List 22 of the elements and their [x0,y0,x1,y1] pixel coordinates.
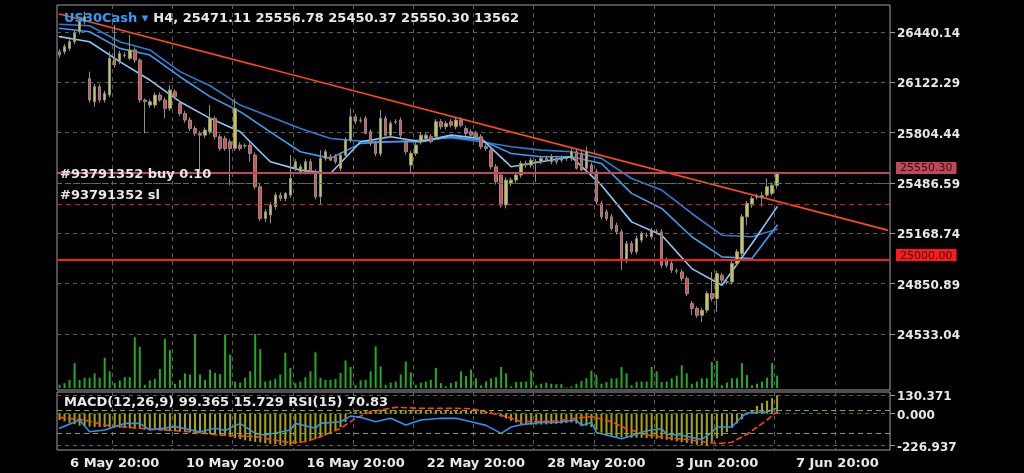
x-tick-label: 10 May 20:00 [185,455,285,470]
y-tick-label: 25486.59 [897,177,961,191]
ref-line-label: #93791352 sl [60,187,160,203]
y-tick-label: 130.371 [897,389,952,404]
y-tick-label: -226.937 [897,439,957,454]
chart-subtitle: H4, 25471.11 25556.78 25450.37 25550.30 13562 [153,9,520,25]
ref-line-label: 25550.30 [900,161,953,175]
y-tick-label: 0.000 [897,407,935,422]
y-tick-label: 24533.04 [897,327,961,342]
x-tick-label: 6 May 20:00 [70,455,160,470]
x-tick-label: 7 Jun 20:00 [795,455,879,470]
y-tick-label: 24850.89 [897,277,961,292]
x-tick-label: 28 May 20:00 [547,455,646,470]
x-tick-label: 22 May 20:00 [426,455,526,470]
y-tick-label: 25804.44 [897,126,961,141]
y-tick-label: 26122.29 [897,76,961,91]
ref-line-label: 25000.00 [900,248,953,262]
x-tick-label: 16 May 20:00 [306,455,405,470]
x-tick-label: 3 Jun 20:00 [675,455,759,470]
y-tick-label: 25168.74 [897,227,961,242]
chart-title: MACD(12,26,9) 99.365 15.729 RSI(15) 70.83 [64,394,389,409]
y-tick-label: 26440.14 [897,26,961,41]
